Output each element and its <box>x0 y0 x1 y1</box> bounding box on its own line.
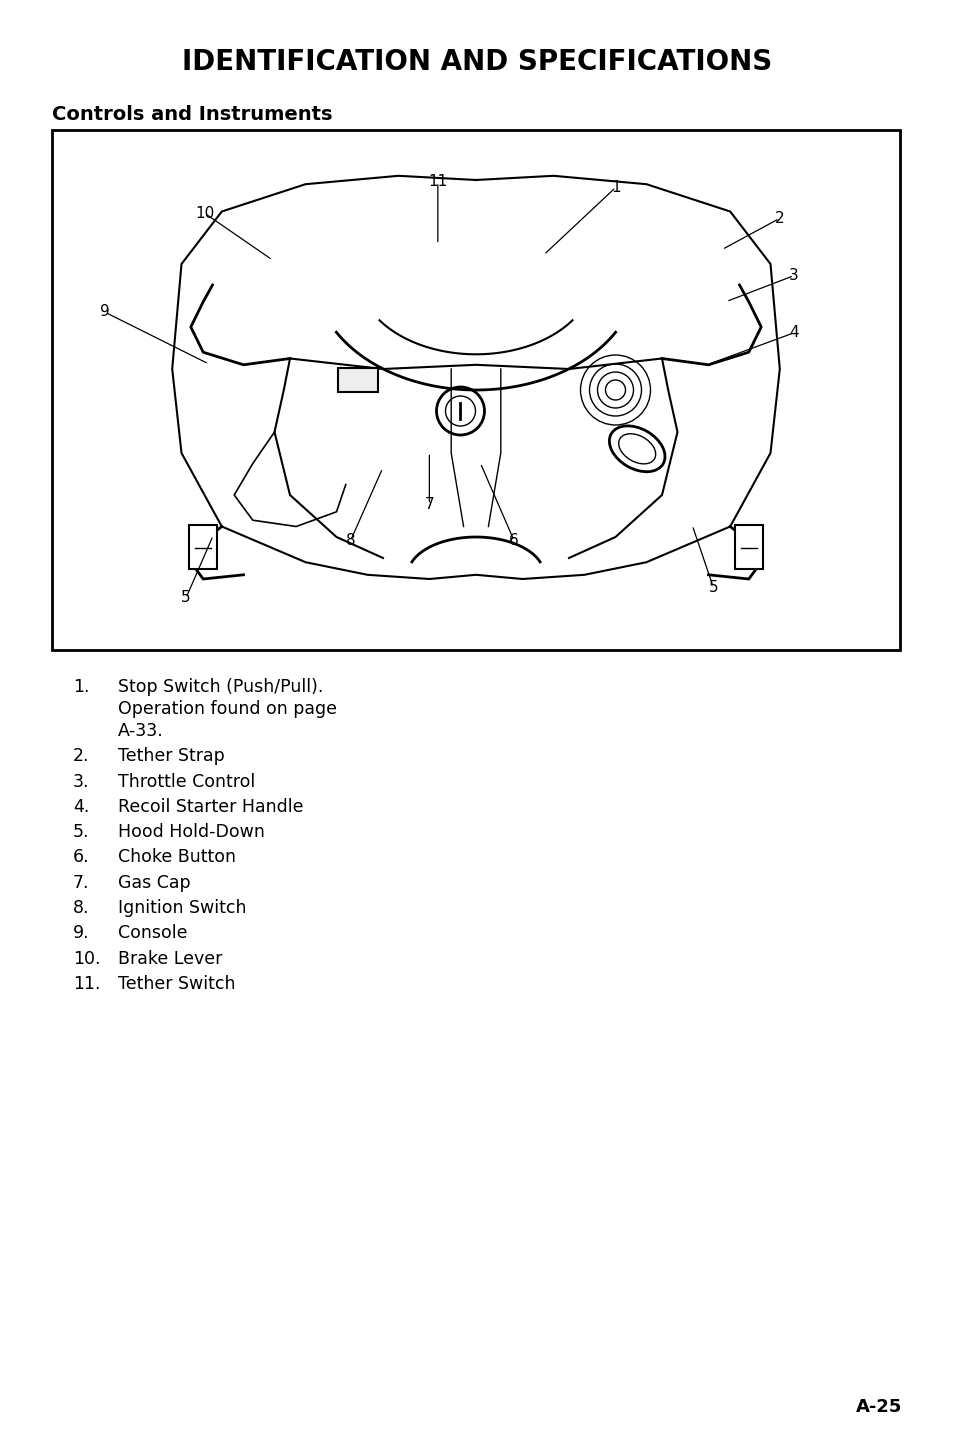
Text: Stop Switch (Push/Pull).: Stop Switch (Push/Pull). <box>118 678 323 696</box>
Text: 5: 5 <box>181 590 191 605</box>
Text: 9: 9 <box>100 304 110 320</box>
Text: Controls and Instruments: Controls and Instruments <box>52 105 333 124</box>
Text: 9.: 9. <box>73 925 90 942</box>
Text: 2: 2 <box>774 211 783 225</box>
Text: Operation found on page: Operation found on page <box>118 699 336 718</box>
Text: Brake Lever: Brake Lever <box>118 949 222 968</box>
Text: Tether Switch: Tether Switch <box>118 976 235 993</box>
Text: 7: 7 <box>424 497 434 512</box>
Text: Throttle Control: Throttle Control <box>118 772 255 791</box>
Text: 4: 4 <box>788 326 798 340</box>
Text: A-25: A-25 <box>855 1397 901 1416</box>
Text: 6: 6 <box>509 534 518 548</box>
Text: A‑33.: A‑33. <box>118 723 164 740</box>
Text: Ignition Switch: Ignition Switch <box>118 899 246 917</box>
Text: Console: Console <box>118 925 188 942</box>
Text: 1.: 1. <box>73 678 90 696</box>
Text: Choke Button: Choke Button <box>118 849 235 867</box>
Bar <box>189 525 217 570</box>
Text: 5: 5 <box>708 580 718 595</box>
Text: 7.: 7. <box>73 874 90 891</box>
Text: 10: 10 <box>194 205 214 221</box>
Bar <box>52 129 899 650</box>
Text: 3: 3 <box>788 268 798 284</box>
Text: Gas Cap: Gas Cap <box>118 874 191 891</box>
Text: 1: 1 <box>611 180 620 195</box>
Text: 10.: 10. <box>73 949 100 968</box>
Bar <box>734 525 762 570</box>
Text: Hood Hold-Down: Hood Hold-Down <box>118 823 265 842</box>
Text: 6.: 6. <box>73 849 90 867</box>
Text: 8.: 8. <box>73 899 90 917</box>
Text: 11: 11 <box>428 174 447 189</box>
Text: 8: 8 <box>345 534 355 548</box>
Text: Tether Strap: Tether Strap <box>118 747 225 765</box>
Text: 11.: 11. <box>73 976 100 993</box>
Text: Recoil Starter Handle: Recoil Starter Handle <box>118 798 303 816</box>
Bar <box>338 368 377 391</box>
Text: 2.: 2. <box>73 747 90 765</box>
Text: 3.: 3. <box>73 772 90 791</box>
Text: 4.: 4. <box>73 798 90 816</box>
Text: IDENTIFICATION AND SPECIFICATIONS: IDENTIFICATION AND SPECIFICATIONS <box>182 48 771 76</box>
Text: 5.: 5. <box>73 823 90 842</box>
